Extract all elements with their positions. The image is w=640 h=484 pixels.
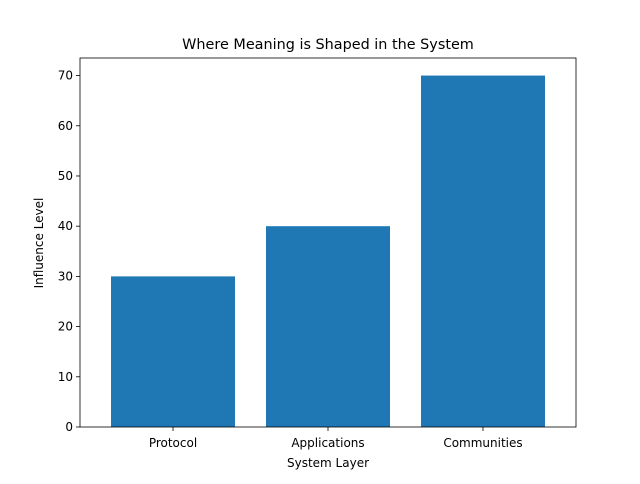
y-tick-label: 30 [58, 269, 73, 283]
y-tick-label: 70 [58, 69, 73, 83]
y-tick-label: 20 [58, 320, 73, 334]
x-tick-label: Applications [291, 436, 364, 450]
bar-communities [421, 75, 545, 428]
bar-applications [266, 226, 390, 427]
chart-title: Where Meaning is Shaped in the System [182, 37, 474, 53]
y-tick-label: 50 [58, 169, 73, 183]
axes-frame [79, 57, 577, 428]
y-tick-label: 10 [58, 370, 73, 384]
y-axis-label: Influence Level [32, 198, 46, 289]
y-tick-label: 40 [58, 219, 73, 233]
y-tick-label: 60 [58, 119, 73, 133]
x-tick-label: Communities [443, 436, 522, 450]
x-axis-label: System Layer [287, 456, 369, 470]
plot-area: 0 10 20 30 40 50 60 70 Protocol Applications Commu… [58, 57, 577, 450]
x-tick-label: Protocol [149, 436, 197, 450]
bar-protocol [111, 276, 235, 427]
y-tick-label: 0 [65, 420, 73, 434]
